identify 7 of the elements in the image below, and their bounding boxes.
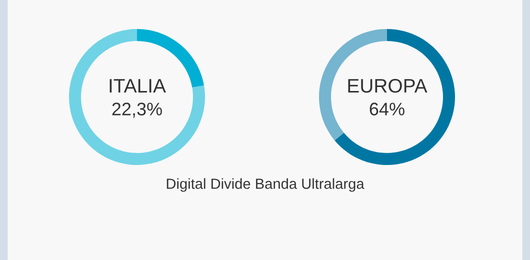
text: Digital Divide Banda Ultralarga [166,178,364,192]
text: 64% [370,102,404,116]
text: EUROPA [348,78,428,93]
donut-slice [69,29,205,165]
donut-slice [334,29,455,165]
text: ITALIA [110,79,166,93]
text: 22,3% [112,102,162,118]
